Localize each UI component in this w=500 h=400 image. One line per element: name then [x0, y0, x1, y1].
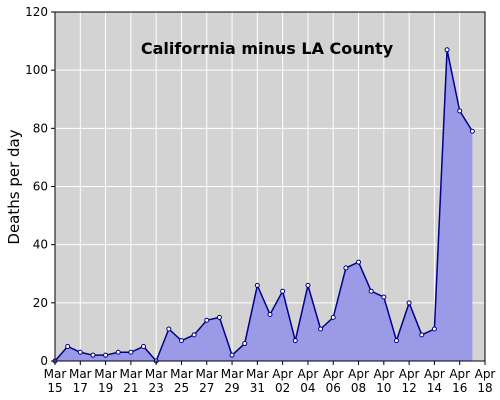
- y-tick-label: 120: [25, 5, 48, 19]
- data-point: [457, 108, 463, 114]
- data-point: [292, 338, 298, 344]
- chart-title: Califorrnia minus LA County: [141, 39, 394, 58]
- x-tick-day: 10: [376, 381, 391, 395]
- y-tick-label: 0: [40, 354, 48, 368]
- x-tick-month: Apr: [373, 367, 394, 381]
- x-tick-day: 29: [224, 381, 239, 395]
- data-point: [419, 332, 425, 338]
- y-tick-label: 100: [25, 63, 48, 77]
- y-tick-label: 40: [33, 238, 48, 252]
- x-tick-day: 06: [326, 381, 341, 395]
- data-point: [343, 265, 349, 271]
- x-tick-day: 27: [199, 381, 214, 395]
- series-line: [54, 49, 473, 363]
- x-tick-day: 25: [174, 381, 189, 395]
- x-tick-month: Apr: [348, 367, 369, 381]
- x-tick-day: 14: [427, 381, 442, 395]
- x-tick-day: 18: [477, 381, 492, 395]
- x-tick-month: Mar: [145, 367, 168, 381]
- y-tick-label: 60: [33, 180, 48, 194]
- data-point: [65, 343, 71, 349]
- x-tick-month: Mar: [221, 367, 244, 381]
- x-tick-day: 23: [149, 381, 164, 395]
- x-tick-month: Apr: [298, 367, 319, 381]
- data-points: [52, 47, 475, 364]
- x-tick-month: Apr: [475, 367, 496, 381]
- x-tick-day: 17: [73, 381, 88, 395]
- data-point: [191, 332, 197, 338]
- data-point: [178, 338, 184, 344]
- x-tick-month: Apr: [399, 367, 420, 381]
- x-tick-month: Mar: [246, 367, 269, 381]
- data-point: [254, 282, 260, 288]
- data-point: [115, 349, 121, 355]
- x-tick-month: Mar: [44, 367, 67, 381]
- x-tick-month: Apr: [272, 367, 293, 381]
- x-tick-day: 08: [351, 381, 366, 395]
- x-tick-month: Mar: [94, 367, 117, 381]
- x-tick-day: 21: [123, 381, 138, 395]
- data-point: [368, 288, 374, 294]
- x-tick-month: Apr: [323, 367, 344, 381]
- data-point: [103, 352, 109, 358]
- y-axis: 0 20 40 60 80 100 120: [25, 5, 55, 368]
- x-tick-month: Apr: [449, 367, 470, 381]
- data-point: [280, 288, 286, 294]
- x-tick-day: 19: [98, 381, 113, 395]
- x-axis: Mar15Mar17Mar19Mar21Mar23Mar25Mar27Mar29…: [44, 361, 496, 395]
- y-axis-label: Deaths per day: [5, 129, 23, 244]
- data-point: [431, 326, 437, 332]
- data-point: [318, 326, 324, 332]
- x-tick-month: Mar: [120, 367, 143, 381]
- y-tick-label: 20: [33, 296, 48, 310]
- data-point: [356, 259, 362, 265]
- data-point: [444, 47, 450, 53]
- x-tick-month: Mar: [170, 367, 193, 381]
- data-point: [305, 282, 311, 288]
- x-tick-day: 16: [452, 381, 467, 395]
- x-tick-month: Mar: [69, 367, 92, 381]
- x-tick-day: 12: [401, 381, 416, 395]
- data-point: [229, 352, 235, 358]
- data-point: [90, 352, 96, 358]
- data-point: [77, 349, 83, 355]
- data-point: [469, 128, 475, 134]
- data-point: [393, 338, 399, 344]
- x-tick-day: 04: [300, 381, 315, 395]
- y-tick-label: 80: [33, 121, 48, 135]
- x-tick-month: Apr: [424, 367, 445, 381]
- data-point: [330, 314, 336, 320]
- data-point: [216, 314, 222, 320]
- data-point: [204, 317, 210, 323]
- x-tick-day: 15: [47, 381, 62, 395]
- data-point: [242, 341, 248, 347]
- x-tick-day: 02: [275, 381, 290, 395]
- data-point: [141, 343, 147, 349]
- data-point: [267, 311, 273, 317]
- x-tick-day: 31: [250, 381, 265, 395]
- data-point: [166, 326, 172, 332]
- data-point: [128, 349, 134, 355]
- x-tick-month: Mar: [195, 367, 218, 381]
- data-point: [406, 300, 412, 306]
- data-point: [381, 294, 387, 300]
